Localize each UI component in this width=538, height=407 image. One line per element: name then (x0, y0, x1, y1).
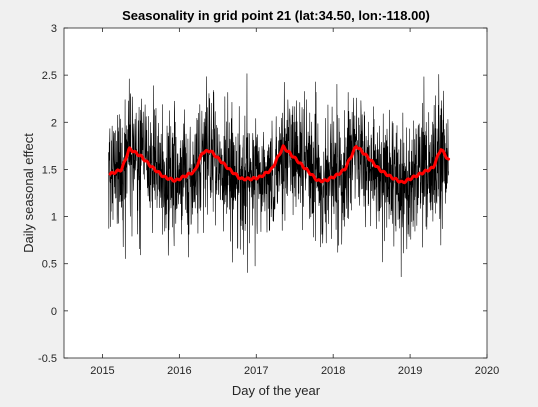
y-axis-label: Daily seasonal effect (21, 133, 36, 253)
daily-series-line (108, 73, 449, 278)
y-tick-label: -0.5 (38, 353, 57, 365)
y-tick-label: 1.5 (42, 164, 57, 176)
y-tick-label: 0 (51, 306, 57, 318)
y-tick-label: 2.5 (42, 70, 57, 82)
x-axis-label: Day of the year (232, 383, 321, 398)
axes-box (63, 27, 488, 359)
smooth-series-line (108, 144, 451, 185)
x-tick-label: 2015 (90, 365, 114, 377)
x-tick-label: 2020 (475, 365, 499, 377)
chart-title: Seasonality in grid point 21 (lat:34.50,… (122, 8, 430, 23)
y-tick-label: 1 (51, 212, 57, 224)
x-tick-label: 2016 (167, 365, 191, 377)
x-tick-label: 2019 (398, 365, 422, 377)
y-tick-label: 2 (51, 117, 57, 129)
smooth-series-layer (108, 144, 451, 185)
x-tick-label: 2017 (244, 365, 268, 377)
tick-layer: 2015 2016 2017 2018 2019 2020 -0.5 0 0.5 1 1.5 2 2.5… (38, 23, 499, 377)
x-tick-label: 2018 (321, 365, 345, 377)
y-tick-label: 3 (51, 23, 57, 35)
y-tick-label: 0.5 (42, 259, 57, 271)
daily-series-layer (108, 73, 449, 278)
